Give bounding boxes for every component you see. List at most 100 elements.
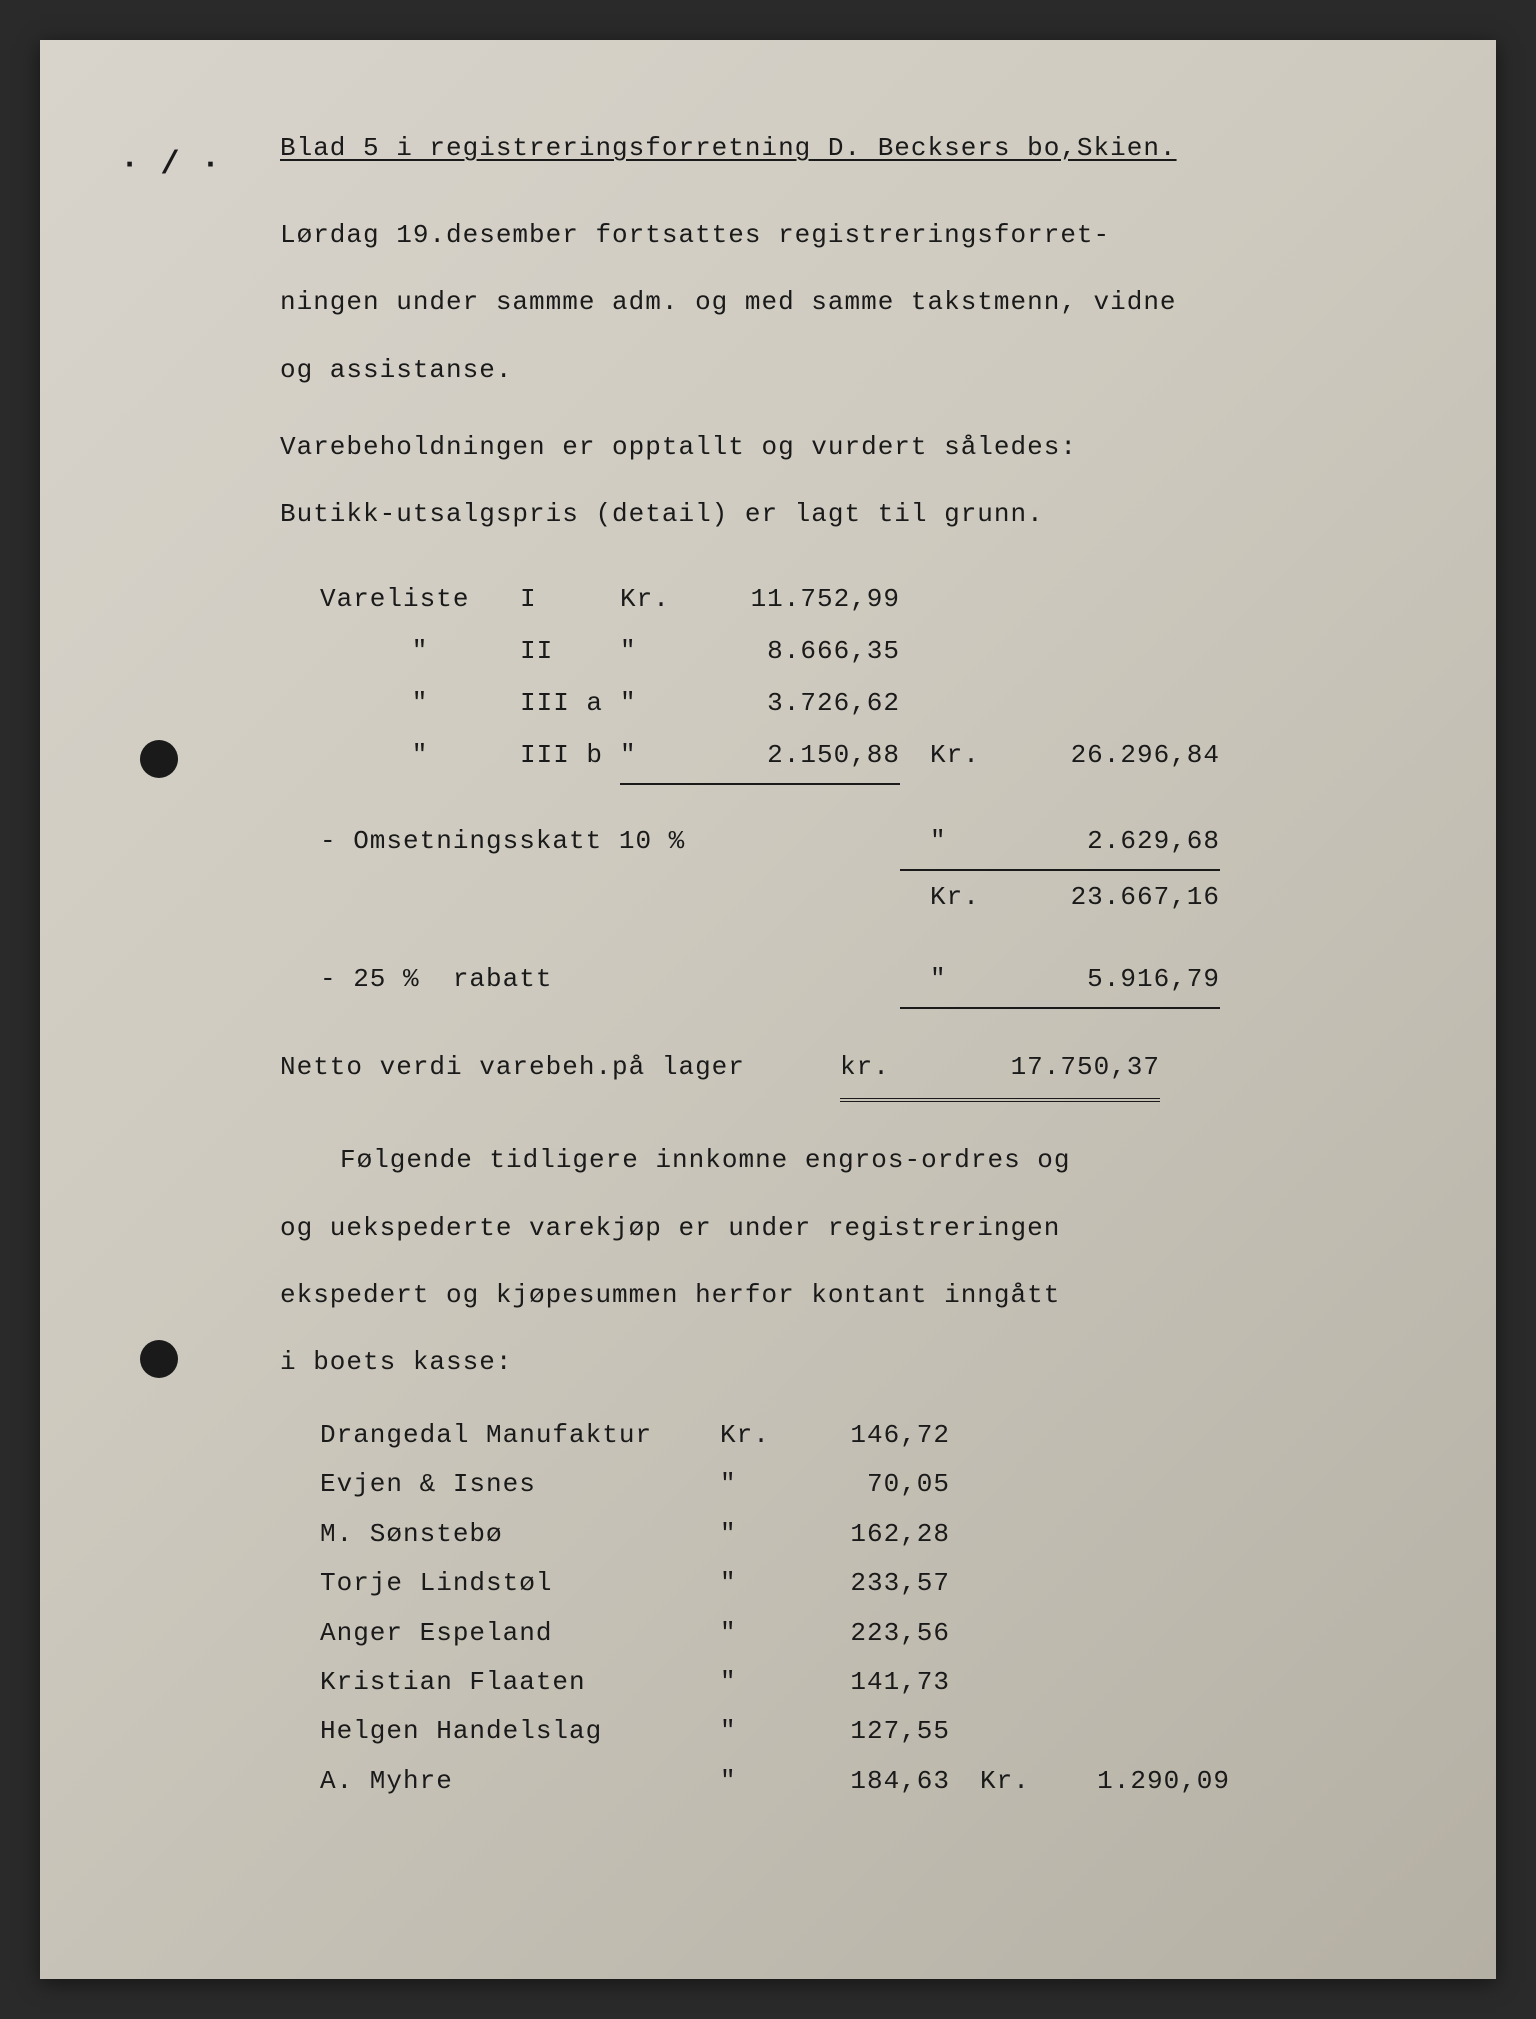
ditto-mark: " — [720, 1658, 800, 1707]
punch-hole-icon — [140, 1340, 178, 1378]
row-num: III b — [520, 729, 620, 785]
row-label: - 25 % rabatt — [320, 953, 900, 1009]
table-row: M. Sønstebø " 162,28 — [320, 1510, 1396, 1559]
row-num: I — [520, 573, 620, 625]
spacer — [900, 677, 1000, 729]
ditto-mark: " — [620, 729, 700, 785]
row-num: II — [520, 625, 620, 677]
row-value: 5.916,79 — [1000, 953, 1220, 1009]
row-label: Vareliste — [320, 573, 520, 625]
row-value: 3.726,62 — [700, 677, 900, 729]
paragraph-line: og assistanse. — [280, 342, 1396, 399]
subtotal-value: 26.296,84 — [1000, 729, 1220, 785]
ditto-mark: " — [320, 677, 520, 729]
buyer-name: Evjen & Isnes — [320, 1460, 720, 1509]
ditto-mark: " — [720, 1510, 800, 1559]
ditto-mark: " — [320, 625, 520, 677]
page-title: Blad 5 i registreringsforretning D. Beck… — [280, 120, 1396, 177]
table-row: Helgen Handelslag " 127,55 — [320, 1707, 1396, 1756]
table-row: Vareliste I Kr. 11.752,99 — [320, 573, 1396, 625]
table-row: Anger Espeland " 223,56 — [320, 1609, 1396, 1658]
spacer — [1030, 1609, 1230, 1658]
table-row: " III a " 3.726,62 — [320, 677, 1396, 729]
buyer-name: Torje Lindstøl — [320, 1559, 720, 1608]
paragraph-line: i boets kasse: — [280, 1334, 1396, 1391]
currency-label: Kr. — [720, 1411, 800, 1460]
buyer-value: 141,73 — [800, 1658, 950, 1707]
spacer — [320, 871, 900, 923]
row-value: 11.752,99 — [700, 573, 900, 625]
table-row: " II " 8.666,35 — [320, 625, 1396, 677]
table-row: - 25 % rabatt " 5.916,79 — [320, 953, 1396, 1009]
ditto-mark: " — [620, 625, 700, 677]
spacer — [1030, 1411, 1230, 1460]
buyers-total: 1.290,09 — [1030, 1757, 1230, 1806]
row-value: 23.667,16 — [1000, 871, 1220, 923]
spacer — [1030, 1707, 1230, 1756]
document-page: · / · Blad 5 i registreringsforretning D… — [40, 40, 1496, 1979]
paragraph-line: Varebeholdningen er opptallt og vurdert … — [280, 419, 1396, 476]
spacer — [1000, 625, 1220, 677]
row-value: 2.629,68 — [1000, 815, 1220, 871]
buyer-value: 184,63 — [800, 1757, 950, 1806]
spacer — [950, 1460, 1030, 1509]
ditto-mark: " — [720, 1609, 800, 1658]
buyer-name: Helgen Handelslag — [320, 1707, 720, 1756]
buyer-value: 223,56 — [800, 1609, 950, 1658]
spacer — [950, 1707, 1030, 1756]
table-row: Torje Lindstøl " 233,57 — [320, 1559, 1396, 1608]
buyer-value: 127,55 — [800, 1707, 950, 1756]
buyer-value: 146,72 — [800, 1411, 950, 1460]
netto-label: Netto verdi varebeh.på lager — [280, 1039, 840, 1102]
spacer — [1000, 573, 1220, 625]
buyer-value: 233,57 — [800, 1559, 950, 1608]
table-row: " III b " 2.150,88 Kr. 26.296,84 — [320, 729, 1396, 785]
spacer — [1030, 1658, 1230, 1707]
spacer — [950, 1559, 1030, 1608]
ditto-mark: " — [720, 1460, 800, 1509]
spacer — [950, 1411, 1030, 1460]
spacer — [950, 1658, 1030, 1707]
buyer-name: Kristian Flaaten — [320, 1658, 720, 1707]
vareliste-table: Vareliste I Kr. 11.752,99 " II " 8.666,3… — [320, 573, 1396, 1009]
currency-label: Kr. — [620, 573, 700, 625]
ditto-mark: " — [720, 1757, 800, 1806]
row-label: - Omsetningsskatt 10 % — [320, 815, 900, 871]
table-row: Kristian Flaaten " 141,73 — [320, 1658, 1396, 1707]
ditto-mark: " — [720, 1707, 800, 1756]
marginal-mark: · / · — [120, 130, 221, 200]
buyer-name: A. Myhre — [320, 1757, 720, 1806]
spacer — [1030, 1510, 1230, 1559]
spacer — [1000, 677, 1220, 729]
row-num: III a — [520, 677, 620, 729]
currency-label: Kr. — [900, 871, 1000, 923]
paragraph-line: ningen under sammme adm. og med samme ta… — [280, 274, 1396, 331]
paragraph-line: Lørdag 19.desember fortsattes registreri… — [280, 207, 1396, 264]
paragraph-line: og uekspederte varekjøp er under registr… — [280, 1200, 1396, 1257]
buyer-value: 70,05 — [800, 1460, 950, 1509]
table-row: - Omsetningsskatt 10 % " 2.629,68 — [320, 815, 1396, 871]
buyer-value: 162,28 — [800, 1510, 950, 1559]
buyer-name: Drangedal Manufaktur — [320, 1411, 720, 1460]
ditto-mark: " — [320, 729, 520, 785]
spacer — [900, 625, 1000, 677]
spacer — [1030, 1559, 1230, 1608]
netto-row: Netto verdi varebeh.på lager kr. 17.750,… — [280, 1039, 1396, 1102]
currency-label: Kr. — [900, 729, 1000, 785]
netto-value: 17.750,37 — [940, 1039, 1160, 1102]
spacer — [900, 573, 1000, 625]
table-row: Drangedal Manufaktur Kr. 146,72 — [320, 1411, 1396, 1460]
table-row: Kr. 23.667,16 — [320, 871, 1396, 923]
currency-label: Kr. — [950, 1757, 1030, 1806]
paragraph-line: Butikk-utsalgspris (detail) er lagt til … — [280, 486, 1396, 543]
paragraph-line: ekspedert og kjøpesummen herfor kontant … — [280, 1267, 1396, 1324]
paragraph-line: Følgende tidligere innkomne engros-ordre… — [280, 1132, 1396, 1189]
punch-hole-icon — [140, 740, 178, 778]
table-row: Evjen & Isnes " 70,05 — [320, 1460, 1396, 1509]
spacer — [1030, 1460, 1230, 1509]
ditto-mark: " — [900, 953, 1000, 1009]
row-value: 2.150,88 — [700, 729, 900, 785]
ditto-mark: " — [720, 1559, 800, 1608]
buyer-name: Anger Espeland — [320, 1609, 720, 1658]
ditto-mark: " — [620, 677, 700, 729]
